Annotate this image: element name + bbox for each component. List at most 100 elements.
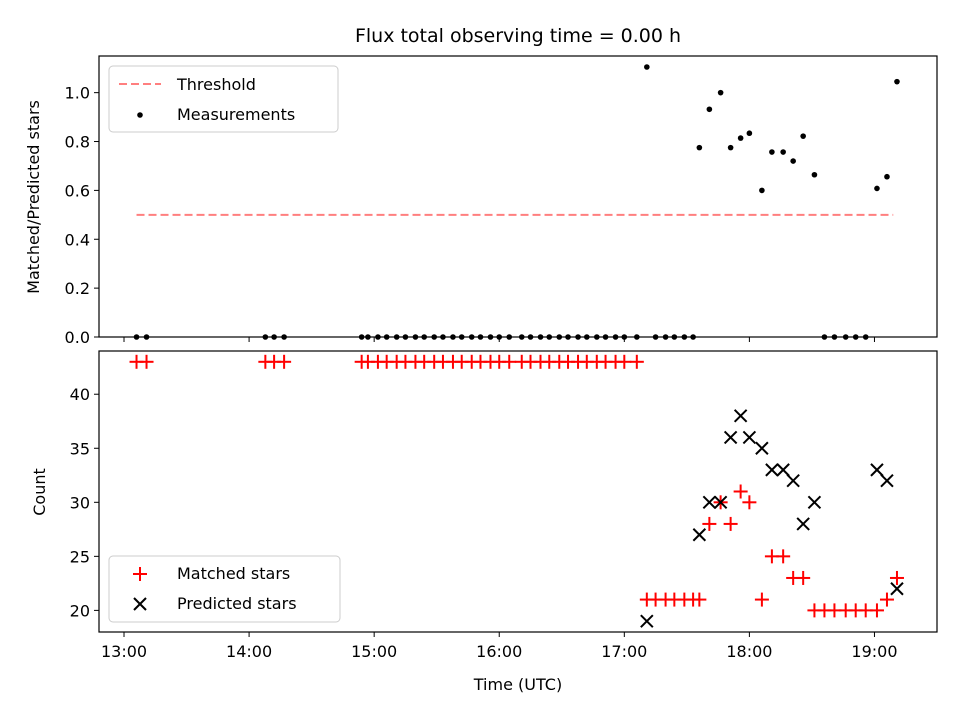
measurement-point: [365, 334, 371, 340]
predicted-star-point: [870, 463, 884, 477]
top-y-tick-label: 0.4: [65, 230, 90, 249]
matched-star-point: [796, 570, 811, 585]
legend-matched-label: Matched stars: [177, 564, 290, 583]
measurement-point: [681, 334, 688, 340]
top-y-tick-label: 0.8: [65, 133, 90, 152]
predicted-star-point: [807, 495, 822, 510]
predicted-star-point: [890, 582, 904, 596]
bottom-panel: 20 25 30 35 40 13:00 14:00 15:00 16:00 17:00 18:0…: [30, 350, 938, 694]
measurement-point: [862, 334, 869, 340]
top-y-ticks: 0.0 0.2 0.4 0.6 0.8 1.0: [65, 84, 99, 347]
predicted-star-point: [765, 463, 779, 477]
measurement-point: [717, 89, 724, 96]
measurement-point: [556, 334, 563, 340]
bottom-x-tick-label: 16:00: [476, 642, 522, 661]
matched-star-point: [702, 516, 717, 531]
matched-star-point: [879, 592, 894, 607]
measurement-point: [402, 334, 409, 340]
measurement-point: [565, 334, 571, 340]
measurement-point: [874, 185, 880, 192]
measurement-point: [662, 334, 669, 340]
measurement-point: [393, 334, 400, 340]
top-x-ticks: [123, 337, 875, 342]
matched-star-point: [502, 354, 517, 369]
measurement-point: [652, 334, 659, 340]
matched-star-point: [139, 354, 154, 369]
legend-matched-swatch: [133, 567, 147, 581]
predicted-star-point: [733, 409, 748, 423]
measurement-point: [696, 144, 703, 151]
bottom-y-axis-label: Count: [30, 468, 49, 516]
measurement-point: [421, 334, 427, 340]
measurement-point: [634, 334, 640, 340]
measurement-point: [518, 334, 525, 340]
bottom-x-tick-label: 18:00: [726, 642, 772, 661]
matched-star-point: [733, 484, 748, 499]
bottom-y-tick-label: 35: [70, 439, 90, 458]
legend-measurements-label: Measurements: [177, 105, 295, 124]
bottom-x-ticks: 13:00 14:00 15:00 16:00 17:00 18:00 19:00: [101, 632, 898, 661]
measurement-point: [133, 334, 140, 340]
predicted-star-point: [702, 495, 717, 510]
bottom-y-tick-label: 20: [70, 601, 90, 620]
predicted-star-point: [742, 430, 757, 445]
chart-title: Flux total observing time = 0.00 h: [355, 25, 681, 47]
predicted-star-point: [640, 614, 654, 628]
measurement-point: [262, 334, 269, 340]
bottom-x-tick-label: 17:00: [601, 642, 647, 661]
bottom-y-tick-label: 30: [70, 493, 90, 512]
matched-star-point: [723, 516, 738, 531]
measurement-point: [477, 334, 484, 340]
measurement-point: [281, 334, 287, 340]
measurement-point: [537, 334, 544, 340]
predicted-star-point: [776, 463, 790, 477]
measurement-point: [727, 144, 734, 151]
measurement-point: [671, 334, 678, 340]
bottom-axes-frame: [98, 350, 938, 633]
bottom-x-tick-label: 15:00: [351, 642, 397, 661]
top-y-axis-label: Matched/Predicted stars: [24, 100, 43, 294]
measurement-point: [527, 334, 534, 340]
measurement-point: [769, 149, 775, 155]
predicted-star-point: [713, 495, 728, 510]
top-y-tick-label: 0.2: [65, 279, 90, 298]
measurement-point: [612, 334, 619, 340]
top-legend-box: [108, 65, 339, 133]
predicted-star-point: [880, 473, 894, 488]
predicted-star-point: [723, 430, 738, 445]
bottom-y-tick-label: 25: [70, 547, 90, 566]
measurement-point: [602, 334, 609, 340]
predicted-star-point: [755, 441, 769, 455]
measurement-point: [706, 106, 713, 113]
measurement-point: [852, 334, 859, 340]
measurement-point: [780, 149, 786, 155]
matched-star-point: [617, 354, 632, 369]
measurement-point: [583, 334, 590, 340]
measurement-point: [690, 334, 696, 340]
measurement-point: [644, 64, 650, 70]
measurement-point: [487, 334, 494, 340]
legend-predicted-label: Predicted stars: [177, 594, 297, 613]
measurement-point: [790, 158, 796, 164]
measurement-point: [358, 334, 365, 340]
measurement-point: [271, 334, 277, 340]
top-y-tick-label: 0.6: [65, 181, 90, 200]
measurement-point: [759, 187, 765, 194]
measurement-point: [412, 334, 419, 340]
measurement-point: [831, 334, 838, 340]
measurement-point: [746, 130, 753, 137]
bottom-x-tick-label: 13:00: [101, 642, 147, 661]
measurement-point: [431, 334, 438, 340]
measurement-point: [546, 334, 553, 340]
bottom-x-tick-label: 14:00: [226, 642, 272, 661]
x-axis-label: Time (UTC): [473, 675, 562, 694]
measurement-point: [468, 334, 475, 340]
matched-star-point: [742, 495, 757, 510]
top-y-tick-label: 1.0: [65, 84, 90, 103]
bottom-legend: Matched stars Predicted stars: [108, 555, 341, 623]
bottom-legend-box: [108, 555, 341, 623]
measurement-point: [458, 334, 465, 340]
matched-star-point: [692, 592, 707, 607]
top-panel: 0.0 0.2 0.4 0.6 0.8 1.0 Matched/Predicted sta…: [24, 55, 938, 347]
